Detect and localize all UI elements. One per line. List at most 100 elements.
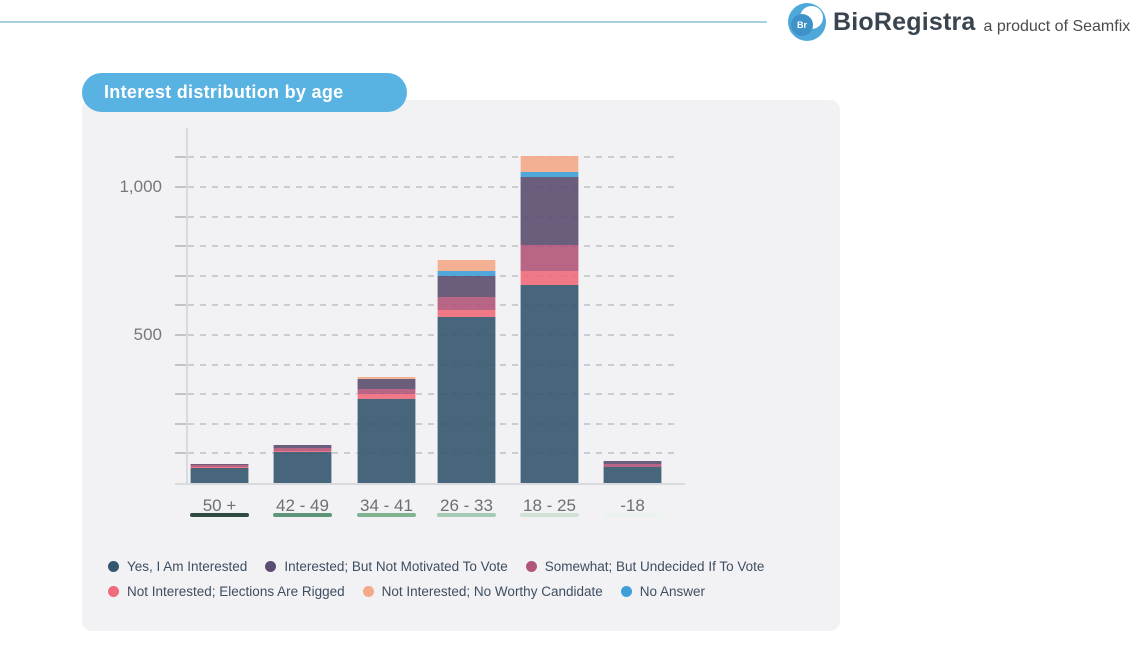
gridline [176, 393, 680, 396]
bar--18[interactable] [603, 460, 662, 483]
legend-dot [265, 560, 277, 572]
gridline [176, 186, 680, 188]
gridline [176, 304, 680, 307]
legend-dot [108, 560, 119, 572]
legend-row: Yes, I Am Interested Interested; But Not … [108, 554, 782, 578]
bar-segment[interactable] [273, 445, 332, 449]
bar-segment[interactable] [520, 244, 579, 271]
bar-segment[interactable] [437, 275, 496, 297]
x-axis-line [175, 483, 685, 485]
chart-title-badge: Interest distribution by age [82, 73, 407, 112]
bioregistra-logo-icon: Br [788, 3, 826, 41]
category-underline [273, 513, 332, 517]
legend-label: No Answer [639, 583, 706, 599]
category-underline [357, 513, 416, 517]
legend-dot [362, 585, 374, 597]
y-axis-tick [175, 452, 187, 455]
y-axis-tick [175, 304, 187, 307]
legend-item[interactable]: Yes, I Am Interested [108, 554, 247, 578]
legend-label: Somewhat; But Undecided If To Vote [544, 558, 765, 574]
gridline [176, 215, 680, 218]
gridline [176, 363, 680, 366]
brand-tagline: a product of Seamfix [983, 17, 1131, 35]
bar-segment[interactable] [273, 451, 332, 483]
x-axis-label: 50 + [202, 496, 237, 515]
bar-42-49[interactable] [273, 445, 332, 483]
logo-inner-circle: Br [791, 14, 813, 36]
y-axis-tick [175, 274, 187, 277]
y-axis-label: 500 [133, 325, 162, 344]
category-underline [603, 513, 662, 517]
bar-segment[interactable] [437, 271, 496, 276]
legend-item[interactable]: No Answer [620, 579, 706, 603]
brand-name: BioRegistra [833, 7, 976, 36]
bar-segment[interactable] [437, 296, 496, 310]
bar-segment[interactable] [603, 464, 662, 468]
y-axis-tick [175, 215, 187, 218]
bar-segment[interactable] [437, 309, 496, 318]
legend-item[interactable]: Interested; But Not Motivated To Vote [265, 554, 508, 578]
y-axis-tick [175, 186, 187, 188]
bar-segment[interactable] [520, 270, 579, 285]
bar-segment[interactable] [603, 460, 662, 465]
bar-segment[interactable] [357, 393, 416, 399]
legend-label: Yes, I Am Interested [127, 558, 248, 574]
chart-legend: Yes, I Am Interested Interested; But Not … [108, 554, 782, 604]
bar-segment[interactable] [190, 468, 249, 483]
bar-segment[interactable] [357, 398, 416, 483]
bar-segment[interactable] [190, 466, 249, 469]
category-underline [190, 513, 249, 517]
y-axis-tick [175, 393, 187, 396]
bar-segment[interactable] [437, 260, 496, 272]
header-divider [0, 21, 767, 23]
bar-segment[interactable] [437, 317, 496, 483]
legend-item[interactable]: Somewhat; But Undecided If To Vote [525, 554, 765, 578]
bar-segment[interactable] [520, 171, 579, 177]
bar-50+[interactable] [190, 464, 249, 483]
bar-segment[interactable] [357, 378, 416, 389]
legend-item[interactable]: Not Interested; No Worthy Candidate [362, 579, 603, 603]
gridline [176, 422, 680, 425]
bar-34-41[interactable] [357, 376, 416, 483]
x-axis-label: 26 - 33 [440, 496, 493, 515]
x-axis-label: 18 - 25 [523, 496, 576, 515]
bar-segment[interactable] [190, 464, 249, 466]
bar-segment[interactable] [273, 450, 332, 452]
legend-row: Not Interested; Elections Are Rigged Not … [108, 579, 782, 603]
bar-segment[interactable] [357, 388, 416, 394]
gridline [176, 156, 680, 159]
bar-18-25[interactable] [520, 155, 579, 483]
y-axis-tick [175, 156, 187, 159]
legend-dot [108, 585, 119, 597]
legend-label: Interested; But Not Motivated To Vote [284, 558, 508, 574]
logo-monogram: Br [796, 20, 807, 30]
bar-segment[interactable] [520, 176, 579, 245]
stacked-bar-chart: 500 1,000 50 + 42 - 49 34 - 41 26 - 33 18 - 25… [82, 100, 840, 631]
bar-segment[interactable] [190, 465, 249, 467]
y-axis-label: 1,000 [119, 177, 162, 196]
gridline [176, 334, 680, 336]
y-axis-tick [175, 245, 187, 248]
legend-label: Not Interested; Elections Are Rigged [127, 583, 345, 599]
y-axis-tick [175, 363, 187, 366]
gridline [176, 274, 680, 277]
gridline [176, 245, 680, 248]
y-axis-line [186, 128, 188, 485]
x-axis-label: -18 [620, 496, 645, 515]
bar-segment[interactable] [520, 284, 579, 483]
legend-dot [620, 585, 632, 597]
chart-title: Interest distribution by age [104, 82, 344, 102]
brand-logo[interactable]: Br BioRegistra a product of Seamfix [788, 3, 1130, 41]
bar-segment[interactable] [603, 467, 662, 483]
category-underline [437, 513, 496, 517]
legend-dot [525, 560, 537, 572]
legend-item[interactable]: Not Interested; Elections Are Rigged [108, 579, 345, 603]
x-axis-label: 42 - 49 [276, 496, 329, 515]
category-underline [520, 513, 579, 517]
gridline [176, 452, 680, 455]
y-axis-tick [175, 334, 187, 336]
bar-segment[interactable] [357, 376, 416, 379]
bar-26-33[interactable] [437, 260, 496, 483]
bar-segment[interactable] [273, 448, 332, 451]
bar-segment[interactable] [520, 155, 579, 172]
